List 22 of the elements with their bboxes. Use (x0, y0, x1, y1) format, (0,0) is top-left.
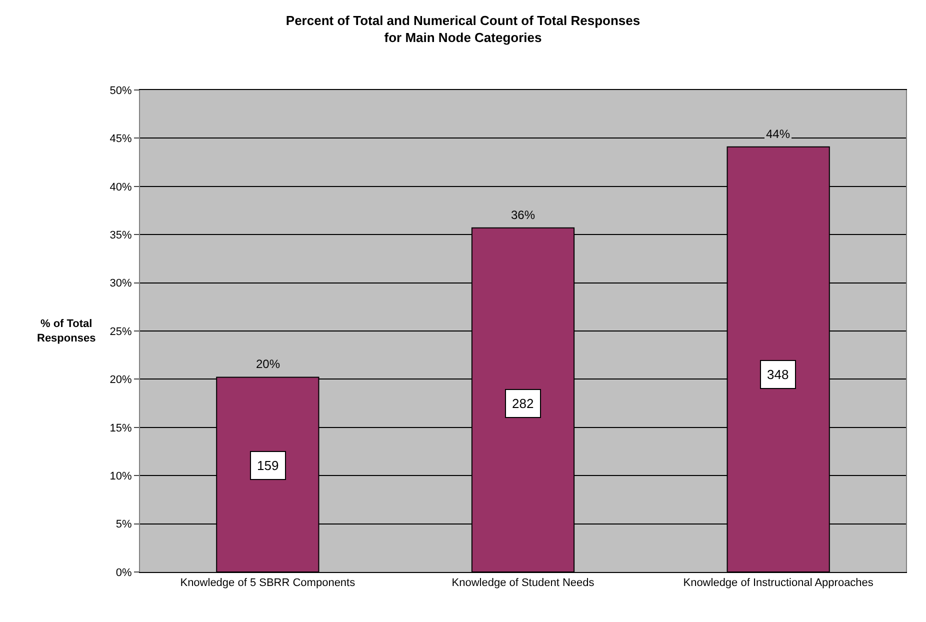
data-label: 36% (511, 208, 536, 222)
annotation: 159 (257, 458, 279, 473)
y-tick-label: 10% (110, 470, 132, 482)
y-tick-label: 20% (110, 374, 132, 386)
data-label: 44% (766, 127, 790, 141)
annotation: 282 (512, 396, 534, 411)
y-axis-title: % of Total Responses (37, 318, 96, 344)
x-tick-label: Knowledge of Instructional Approaches (683, 577, 874, 590)
y-tick-label: 35% (110, 229, 132, 242)
y-tick-label: 5% (116, 518, 132, 531)
y-tick-label: 45% (110, 133, 132, 146)
y-tick-label: 15% (110, 422, 132, 434)
chart-title: Percent of Total and Numerical Count of Total Responses for Main Node Categories (286, 12, 640, 45)
y-tick-label: 25% (110, 326, 132, 338)
x-tick-label: Knowledge of Student Needs (452, 577, 595, 590)
x-tick-label: Knowledge of 5 SBRR Components (180, 577, 356, 590)
y-tick-label: 30% (110, 278, 132, 290)
y-tick-label: 0% (116, 566, 132, 579)
y-tick-label: 40% (110, 181, 132, 194)
y-tick-label: 50% (110, 84, 132, 97)
annotation: 348 (767, 367, 789, 382)
data-label: 20% (256, 357, 280, 371)
